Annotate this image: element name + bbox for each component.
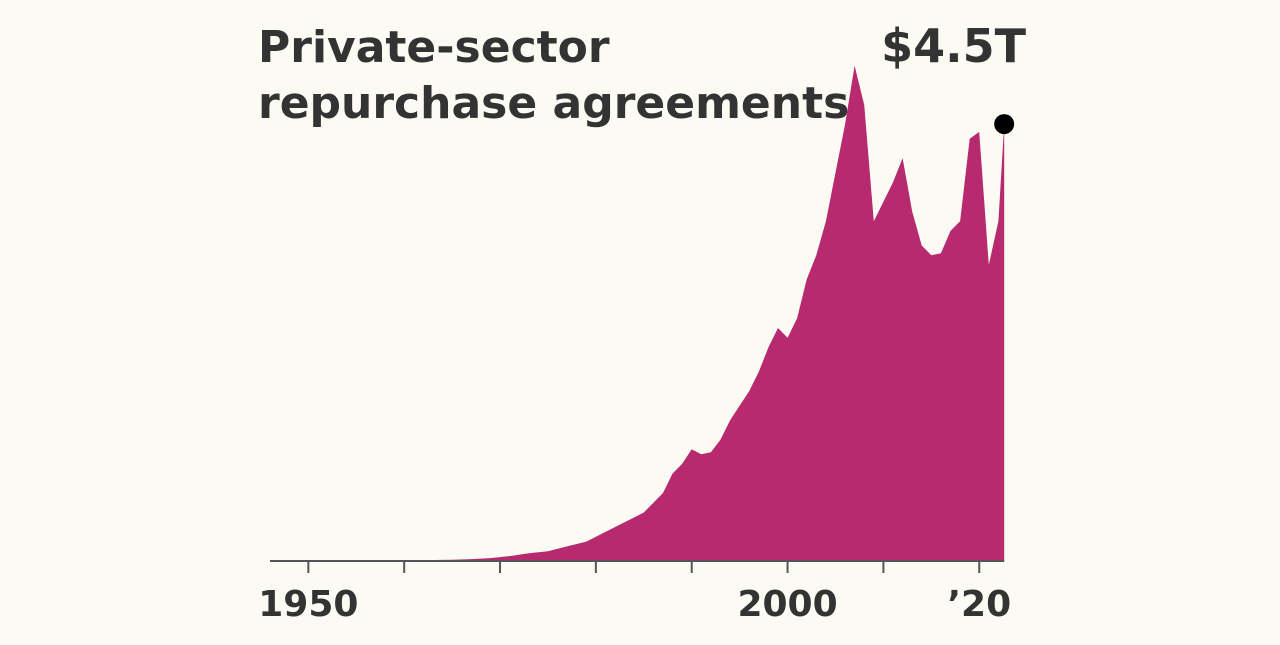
area-series-layer — [270, 65, 1005, 562]
end-marker-layer — [994, 114, 1015, 135]
x-tick-label-1950: 1950 — [258, 584, 358, 625]
end-value-label: $4.5T — [881, 19, 1026, 73]
chart-title-line-1: Private-sector — [258, 22, 610, 73]
x-tick-label-2020: ’20 — [947, 584, 1011, 625]
x-tick-label-2000: 2000 — [737, 584, 837, 625]
end-point-marker — [994, 114, 1015, 135]
area-series-fill — [270, 65, 1005, 562]
x-axis — [270, 560, 1005, 573]
x-tick-labels: 1950 2000 ’20 — [258, 584, 1011, 625]
chart-title-line-2: repurchase agreements — [258, 78, 849, 129]
